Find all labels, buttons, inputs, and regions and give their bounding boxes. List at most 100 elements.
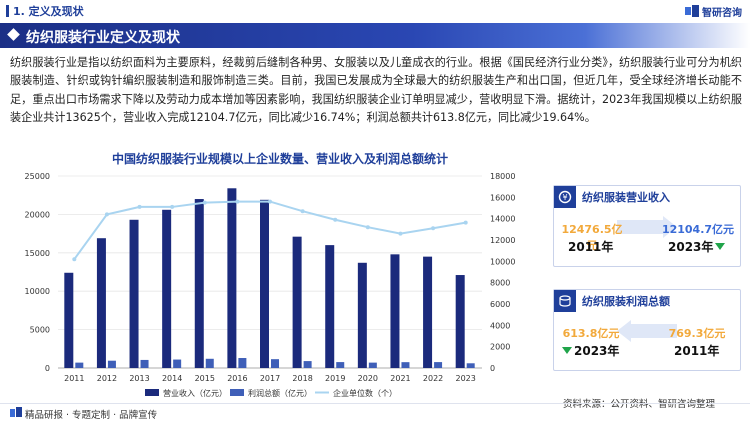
legend-swatch — [145, 389, 159, 396]
revenue-bar — [194, 199, 204, 368]
left-axis-tick-label: 20000 — [25, 210, 50, 219]
profit-bar — [368, 362, 377, 368]
x-axis-tick-label: 2018 — [292, 374, 312, 383]
right-axis-tick-label: 10000 — [490, 257, 515, 266]
footer: 精品研报 · 专题定制 · 品牌宣传 — [0, 403, 750, 422]
down-arrow-icon — [562, 347, 572, 354]
profit-bar — [238, 358, 247, 368]
right-axis-tick-label: 14000 — [490, 215, 515, 224]
profit-card-title: 纺织服装利润总额 — [582, 295, 670, 308]
right-axis-tick-label: 12000 — [490, 236, 515, 245]
revenue-card: ¥ 纺织服装营业收入 12476.5亿元 2011年 12104.7亿元 202… — [553, 185, 741, 267]
banner-title: 纺织服装行业定义及现状 — [26, 30, 180, 46]
profit-bar — [107, 360, 116, 368]
left-axis-tick-label: 0 — [45, 364, 50, 373]
right-axis-tick-label: 0 — [490, 364, 495, 373]
profit-card-header: 纺织服装利润总额 — [554, 290, 670, 312]
arrow-left-icon — [617, 320, 677, 342]
top-bar: 1. 定义及现状 智研咨询 — [0, 0, 750, 22]
source-note: 资料来源：公开资料、智研咨询整理 — [563, 399, 716, 410]
profit-2023-value: 613.8亿元 — [562, 327, 620, 340]
revenue-2023-year: 2023年 — [668, 238, 726, 255]
profit-bar — [303, 361, 312, 368]
revenue-bar — [227, 188, 237, 368]
profit-2011-value: 769.3亿元 — [668, 327, 726, 340]
profit-2023-year: 2023年 — [562, 342, 619, 359]
x-axis-tick-label: 2015 — [195, 374, 215, 383]
enterprise-count-point — [365, 225, 370, 230]
right-axis-tick-label: 2000 — [490, 343, 510, 352]
combo-chart: 0 5000 10000 15000 20000 25000 0 2000 4000 6000 80… — [25, 172, 516, 398]
intro-paragraph: 纺织服装行业是指以纺织面料为主要原料，经裁剪后缝制各种男、女服装以及儿童成衣的行… — [10, 56, 742, 125]
logo-text: 智研咨询 — [702, 7, 742, 19]
footer-logo-icon — [10, 407, 22, 417]
diamond-icon — [7, 28, 20, 41]
left-axis-tick-label: 25000 — [25, 172, 50, 181]
revenue-card-header: ¥ 纺织服装营业收入 — [554, 186, 670, 208]
right-axis-tick-label: 18000 — [490, 172, 515, 181]
right-axis-tick-label: 6000 — [490, 300, 510, 309]
x-axis-tick-label: 2019 — [325, 374, 345, 383]
title-banner: 纺织服装行业定义及现状 — [0, 23, 750, 48]
revenue-bar — [357, 262, 367, 368]
enterprise-count-point — [235, 199, 240, 204]
profit-bar — [336, 362, 345, 368]
revenue-bar — [64, 272, 74, 368]
revenue-2023-year-label: 2023年 — [668, 240, 714, 254]
right-axis-tick-label: 8000 — [490, 279, 510, 288]
right-axis-tick-label: 16000 — [490, 193, 515, 202]
revenue-2011-year: 2011年 — [568, 238, 613, 255]
left-axis-tick-label: 10000 — [25, 287, 50, 296]
money-icon: ¥ — [554, 186, 576, 208]
revenue-bar — [96, 238, 106, 368]
profit-bar — [401, 362, 410, 368]
profit-2023-year-label: 2023年 — [574, 344, 620, 358]
svg-text:¥: ¥ — [562, 193, 567, 202]
left-axis-tick-label: 5000 — [30, 326, 50, 335]
enterprise-count-point — [72, 257, 77, 262]
profit-2011-year-label: 2011年 — [674, 344, 720, 358]
enterprise-count-point — [431, 226, 436, 231]
enterprise-count-point — [463, 220, 468, 225]
coins-icon — [554, 290, 576, 312]
x-axis-tick-label: 2017 — [260, 374, 280, 383]
enterprise-count-point — [202, 200, 207, 205]
profit-bar — [173, 359, 182, 368]
legend-label: 营业收入（亿元） — [163, 388, 227, 398]
enterprise-count-point — [398, 231, 403, 236]
enterprise-count-point — [170, 204, 175, 209]
logo-icon — [685, 5, 699, 17]
chart-title: 中国纺织服装行业规模以上企业数量、营业收入及利润总额统计 — [111, 152, 448, 166]
x-axis-tick-label: 2012 — [97, 374, 117, 383]
x-axis-tick-label: 2016 — [227, 374, 247, 383]
enterprise-count-point — [137, 204, 142, 209]
legend-label: 利润总额（亿元） — [248, 388, 312, 398]
revenue-bar — [325, 245, 335, 368]
revenue-bar — [129, 219, 139, 368]
revenue-card-title: 纺织服装营业收入 — [582, 191, 670, 204]
revenue-bar — [423, 256, 433, 368]
enterprise-count-point — [300, 209, 305, 214]
revenue-2011-year-label: 2011年 — [568, 240, 614, 254]
x-axis-tick-label: 2021 — [390, 374, 410, 383]
revenue-bar — [455, 275, 465, 368]
revenue-bar — [162, 209, 172, 368]
section-title: 1. 定义及现状 — [13, 5, 84, 18]
down-arrow-icon — [715, 243, 726, 250]
x-axis-tick-label: 2013 — [129, 374, 149, 383]
arrow-right-icon — [617, 216, 677, 238]
revenue-bar — [292, 236, 302, 368]
profit-bar — [466, 363, 475, 368]
profit-bar — [271, 359, 279, 368]
revenue-bar — [260, 199, 269, 368]
footer-tagline: 精品研报 · 专题定制 · 品牌宣传 — [25, 410, 158, 421]
x-axis-tick-label: 2023 — [456, 374, 476, 383]
right-axis-tick-label: 4000 — [490, 321, 510, 330]
enterprise-count-point — [333, 217, 338, 222]
profit-2011-year: 2011年 — [674, 342, 719, 359]
left-axis-tick-label: 15000 — [25, 249, 50, 258]
profit-bar — [434, 362, 443, 368]
revenue-2023-value: 12104.7亿元 — [661, 223, 735, 236]
profit-bar — [140, 359, 149, 368]
revenue-bar — [390, 254, 400, 368]
